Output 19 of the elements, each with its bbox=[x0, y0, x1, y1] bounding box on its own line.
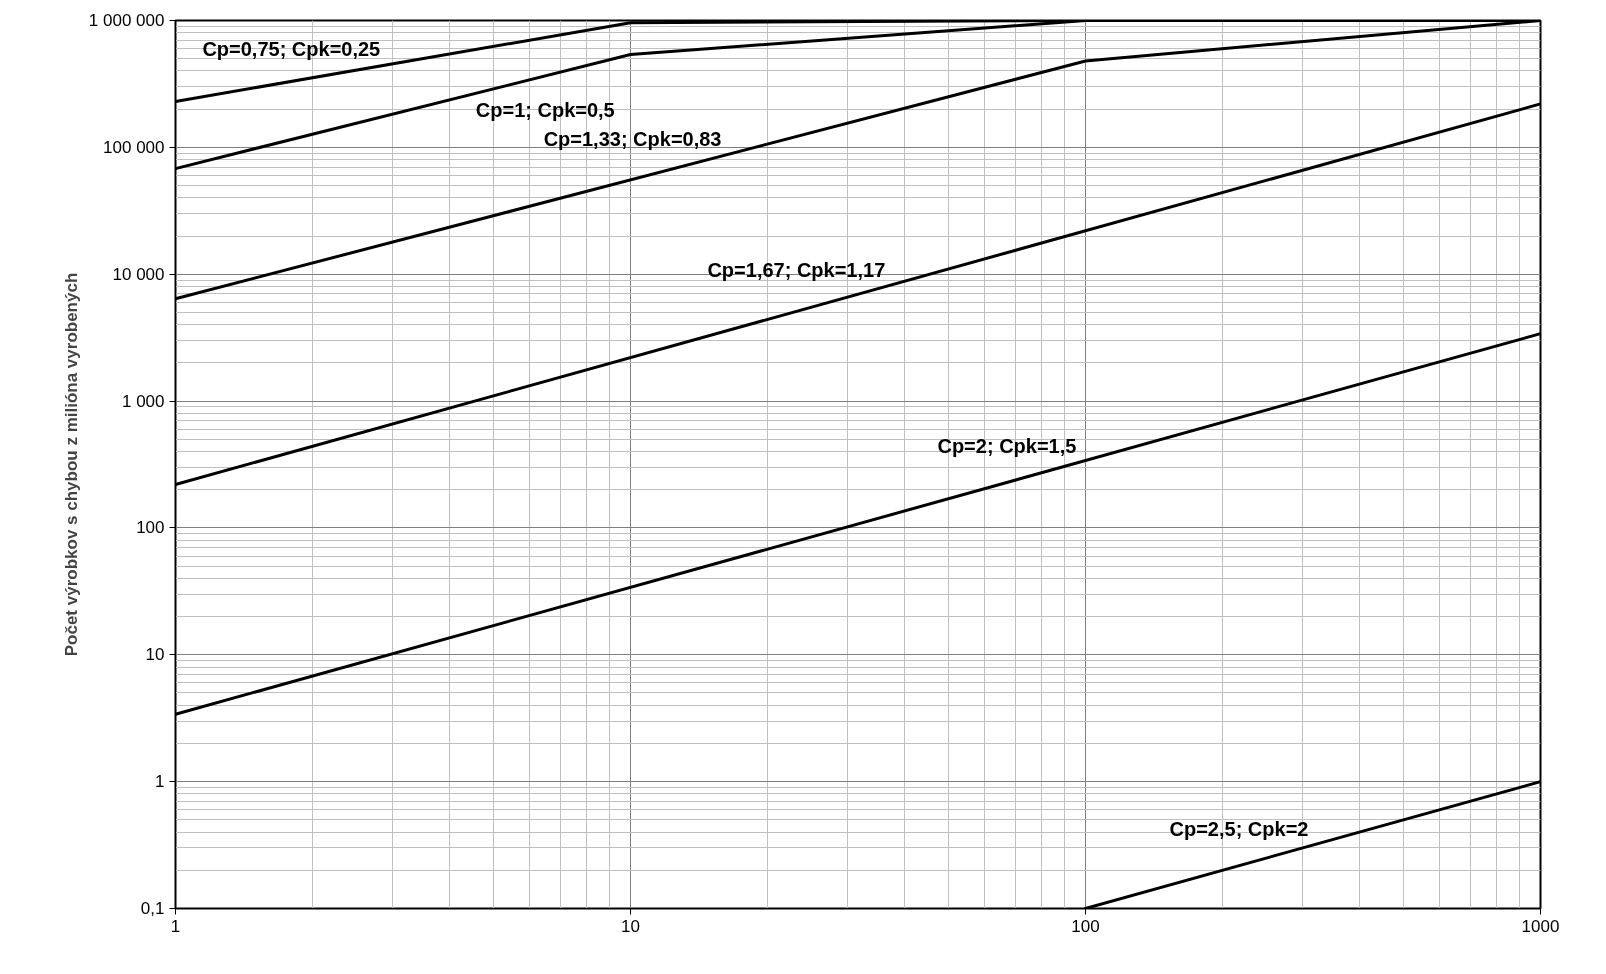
x-tick-label: 100 bbox=[1071, 916, 1100, 936]
y-tick-label: 100 000 bbox=[103, 137, 165, 157]
y-tick-label: 100 bbox=[136, 518, 165, 538]
series-label: Cp=0,75; Cpk=0,25 bbox=[202, 38, 381, 61]
series-label: Cp=1,67; Cpk=1,17 bbox=[707, 258, 886, 281]
x-tick-label: 1 bbox=[170, 916, 181, 936]
series-label: Cp=2,5; Cpk=2 bbox=[1169, 818, 1309, 841]
y-tick-label: 1 000 000 bbox=[88, 11, 165, 30]
y-tick-label: 10 000 bbox=[112, 264, 165, 284]
y-axis-title: Počet výrobkov s chybou z milióna vyrobených bbox=[61, 272, 81, 657]
y-tick-label: 10 bbox=[145, 645, 165, 665]
x-tick-label: 1000 bbox=[1521, 916, 1560, 936]
y-tick-label: 0,1 bbox=[140, 899, 165, 918]
series-label: Cp=1,33; Cpk=0,83 bbox=[543, 128, 722, 151]
y-tick-label: 1 bbox=[155, 772, 165, 792]
series-label: Cp=1; Cpk=0,5 bbox=[475, 99, 615, 122]
series-label: Cp=2; Cpk=1,5 bbox=[937, 435, 1077, 458]
x-tick-label: 10 bbox=[621, 916, 640, 936]
y-tick-label: 1 000 bbox=[121, 391, 165, 411]
